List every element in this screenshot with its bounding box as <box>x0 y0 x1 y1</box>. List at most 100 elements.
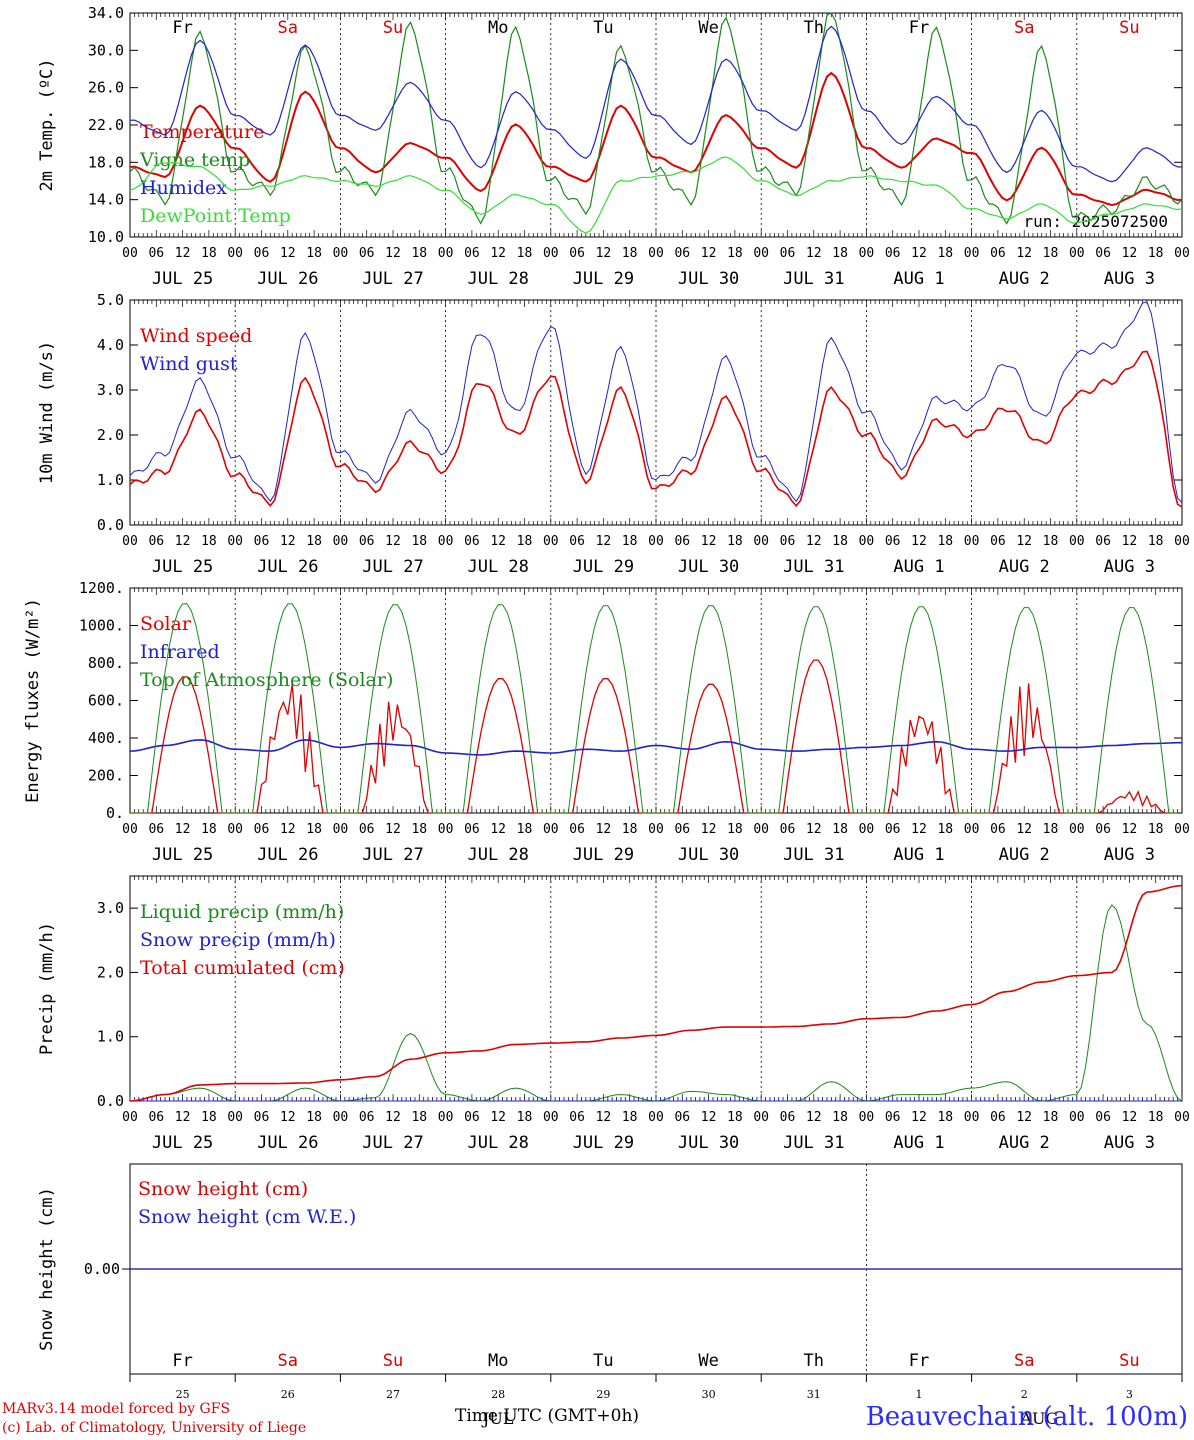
x-hour-label: 18 <box>411 1110 427 1125</box>
x-date-label: JUL 30 <box>678 557 739 577</box>
x-hour-label: 00 <box>543 1110 559 1125</box>
x-hour-label: 00 <box>227 822 243 837</box>
day-name: Mo <box>488 18 508 38</box>
y-axis-label: 2m Temp. (ºC) <box>37 58 57 191</box>
x-date-label: JUL 25 <box>152 557 213 577</box>
legend-entry: DewPoint Temp <box>140 205 291 227</box>
x-hour-label: 12 <box>280 822 296 837</box>
x-hour-label: 00 <box>543 246 559 261</box>
y-tick-label: 26.0 <box>88 79 124 97</box>
x-hour-label: 00 <box>1069 534 1085 549</box>
x-hour-label: 18 <box>937 534 953 549</box>
legend-entry: Snow precip (mm/h) <box>140 929 336 951</box>
x-hour-label: 12 <box>280 246 296 261</box>
x-hour-label: 06 <box>990 1110 1006 1125</box>
day-number: 30 <box>702 1388 716 1401</box>
x-hour-label: 18 <box>937 1110 953 1125</box>
x-date-label: JUL 29 <box>573 269 634 289</box>
day-number: 28 <box>491 1388 505 1401</box>
x-hour-label: 18 <box>832 1110 848 1125</box>
x-hour-label: 00 <box>1069 1110 1085 1125</box>
x-hour-label: 00 <box>122 534 138 549</box>
y-tick-label: 30.0 <box>88 41 124 59</box>
x-hour-label: 00 <box>227 1110 243 1125</box>
x-hour-label: 18 <box>937 246 953 261</box>
x-hour-label: 00 <box>227 534 243 549</box>
x-hour-label: 06 <box>990 534 1006 549</box>
x-date-label: JUL 27 <box>362 1133 423 1153</box>
y-tick-label: 200. <box>88 767 124 785</box>
x-hour-label: 06 <box>674 246 690 261</box>
x-hour-label: 06 <box>1095 1110 1111 1125</box>
series-line-top-of-atmosphere-solar- <box>130 603 1178 814</box>
x-date-label: JUL 31 <box>783 269 844 289</box>
day-number: 26 <box>281 1388 295 1401</box>
x-hour-label: 00 <box>859 246 875 261</box>
x-hour-label: 00 <box>1069 822 1085 837</box>
y-tick-label: 0. <box>106 804 124 822</box>
x-hour-label: 06 <box>674 822 690 837</box>
x-hour-label: 06 <box>254 534 270 549</box>
x-date-label: JUL 30 <box>678 269 739 289</box>
x-hour-label: 12 <box>280 1110 296 1125</box>
x-hour-label: 00 <box>753 822 769 837</box>
x-hour-label: 12 <box>280 534 296 549</box>
day-number: 29 <box>596 1388 610 1401</box>
x-hour-label: 12 <box>490 534 506 549</box>
x-hour-label: 18 <box>201 246 217 261</box>
x-hour-label: 12 <box>175 246 191 261</box>
x-hour-label: 00 <box>438 822 454 837</box>
y-tick-label: 18.0 <box>88 153 124 171</box>
x-hour-label: 06 <box>148 822 164 837</box>
x-date-label: JUL 28 <box>467 845 528 865</box>
x-hour-label: 18 <box>201 534 217 549</box>
x-date-label: JUL 26 <box>257 557 318 577</box>
x-hour-label: 18 <box>201 1110 217 1125</box>
y-tick-label: 1.0 <box>97 471 124 489</box>
x-date-label: JUL 31 <box>783 845 844 865</box>
x-hour-label: 18 <box>727 534 743 549</box>
legend-entry: Vigne temp <box>139 149 250 171</box>
x-date-label: JUL 29 <box>573 845 634 865</box>
day-name: We <box>698 1351 718 1371</box>
x-hour-label: 00 <box>438 534 454 549</box>
x-hour-label: 00 <box>227 246 243 261</box>
day-name: Sa <box>278 18 298 38</box>
x-hour-label: 12 <box>1016 1110 1032 1125</box>
y-axis-label: Energy fluxes (W/m²) <box>23 598 43 803</box>
series-line-infrared <box>129 739 1182 756</box>
x-hour-label: 06 <box>885 246 901 261</box>
legend-entry: Snow height (cm W.E.) <box>138 1206 356 1228</box>
legend-entry: Solar <box>140 613 192 635</box>
x-hour-label: 06 <box>990 822 1006 837</box>
run-label: run: 2025072500 <box>1024 212 1169 231</box>
x-date-label: JUL 30 <box>678 845 739 865</box>
x-hour-label: 12 <box>701 1110 717 1125</box>
x-date-label: JUL 28 <box>467 269 528 289</box>
x-hour-label: 18 <box>306 246 322 261</box>
x-hour-label: 00 <box>648 822 664 837</box>
x-hour-label: 18 <box>1043 1110 1059 1125</box>
legend-entry: Liquid precip (mm/h) <box>140 901 344 923</box>
x-date-label: AUG 3 <box>1104 269 1155 289</box>
x-hour-label: 00 <box>333 822 349 837</box>
x-hour-label: 12 <box>490 246 506 261</box>
x-hour-label: 18 <box>1148 246 1164 261</box>
x-hour-label: 12 <box>596 822 612 837</box>
x-hour-label: 06 <box>569 1110 585 1125</box>
day-number: 25 <box>176 1388 190 1401</box>
x-date-label: JUL 28 <box>467 1133 528 1153</box>
x-hour-label: 06 <box>1095 822 1111 837</box>
x-hour-label: 06 <box>359 534 375 549</box>
y-tick-label: 0.0 <box>97 1092 124 1110</box>
x-hour-label: 12 <box>1122 822 1138 837</box>
x-hour-label: 18 <box>306 822 322 837</box>
x-date-label: AUG 2 <box>999 269 1050 289</box>
x-hour-label: 00 <box>333 246 349 261</box>
x-hour-label: 12 <box>175 822 191 837</box>
x-hour-label: 18 <box>1148 822 1164 837</box>
x-hour-label: 06 <box>148 1110 164 1125</box>
day-name: Su <box>383 1351 403 1371</box>
x-hour-label: 00 <box>122 822 138 837</box>
x-date-label: JUL 31 <box>783 1133 844 1153</box>
